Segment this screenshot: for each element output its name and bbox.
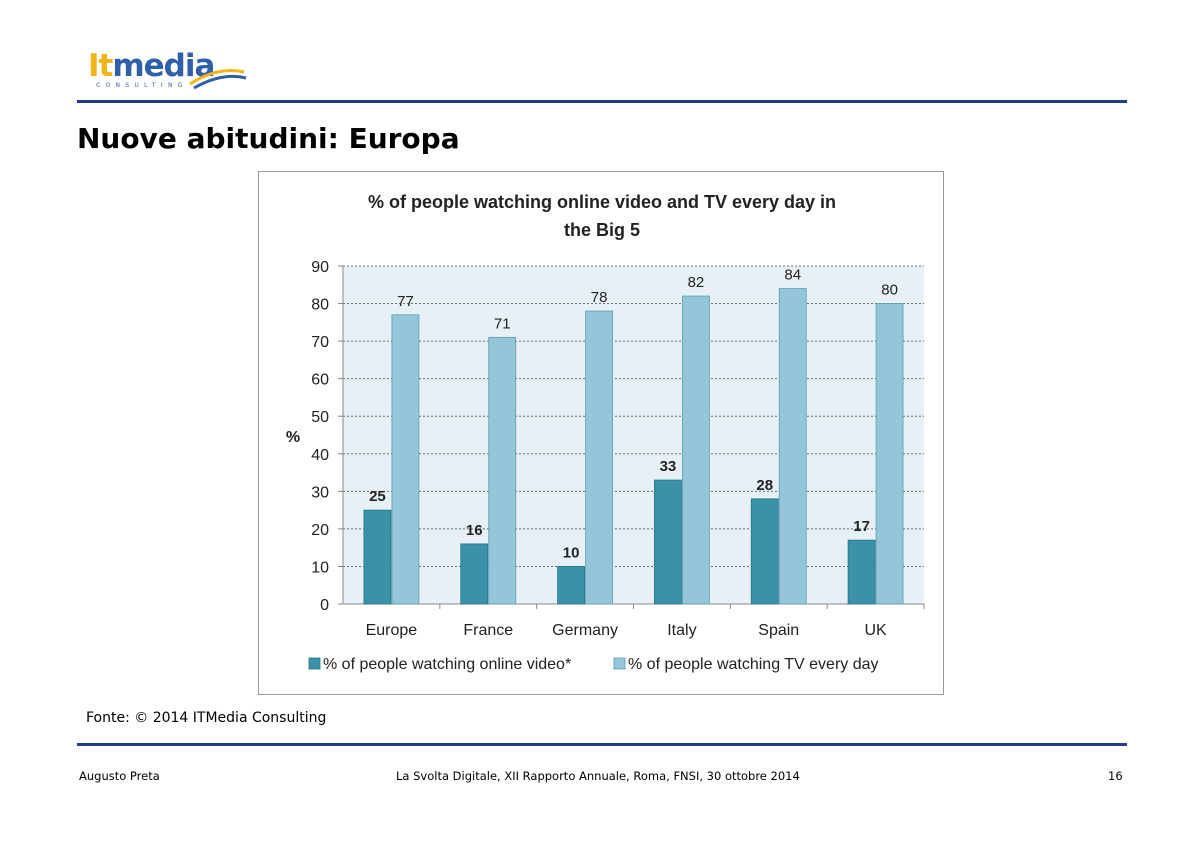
bar-tv-every-day: [585, 310, 613, 605]
bar-tv-every-day: [778, 288, 807, 605]
data-label-online-video: 33: [660, 458, 677, 475]
logo-it: It: [88, 48, 113, 84]
itmedia-logo: Itmedia CONSULTING: [88, 46, 258, 98]
bar-tv-every-day: [391, 314, 420, 605]
data-label-tv-every-day: 80: [881, 282, 898, 299]
data-label-tv-every-day: 77: [397, 293, 414, 310]
y-tick-label: 30: [311, 484, 329, 501]
source-note: Fonte: © 2014 ITMedia Consulting: [86, 710, 327, 726]
bar-tv-every-day: [682, 295, 710, 605]
logo-subtitle: CONSULTING: [96, 82, 188, 89]
page-title: Nuove abitudini: Europa: [77, 122, 460, 155]
data-label-online-video: 25: [369, 488, 386, 505]
y-tick-label: 90: [311, 259, 329, 276]
data-label-online-video: 10: [563, 544, 580, 561]
y-tick-label: 0: [320, 597, 329, 614]
footer-rule: [77, 743, 1127, 746]
category-label: Germany: [552, 622, 618, 639]
y-tick-label: 50: [311, 409, 329, 426]
footer-author: Augusto Preta: [79, 769, 160, 783]
data-label-tv-every-day: 71: [494, 315, 511, 332]
legend-label: % of people watching TV every day: [628, 656, 879, 673]
category-label: Spain: [758, 622, 799, 639]
category-label: France: [463, 622, 513, 639]
bar-online-video: [460, 543, 489, 605]
data-label-online-video: 28: [756, 477, 773, 494]
legend-swatch: [613, 657, 626, 670]
bar-online-video: [847, 539, 876, 605]
bar-online-video: [750, 498, 779, 605]
bar-tv-every-day: [488, 336, 517, 605]
bar-online-video: [363, 509, 392, 605]
bar-chart: % of people watching online video and TV…: [286, 192, 925, 673]
legend-label: % of people watching online video*: [323, 656, 571, 673]
data-label-online-video: 16: [466, 522, 483, 539]
header-rule: [77, 100, 1127, 103]
y-axis-label: %: [286, 429, 300, 446]
page-number: 16: [1108, 769, 1123, 783]
data-label-tv-every-day: 82: [688, 274, 705, 291]
y-tick-label: 70: [311, 334, 329, 351]
chart-title-line-2: the Big 5: [564, 220, 640, 240]
legend-swatch: [308, 657, 321, 670]
y-tick-label: 60: [311, 372, 329, 389]
y-tick-label: 10: [311, 559, 329, 576]
bar-tv-every-day: [875, 303, 904, 605]
bar-online-video: [654, 479, 682, 605]
footer-event: La Svolta Digitale, XII Rapporto Annuale…: [396, 769, 800, 783]
data-label-online-video: 17: [853, 518, 870, 535]
category-label: Europe: [366, 622, 418, 639]
chart-title-line-1: % of people watching online video and TV…: [368, 192, 836, 212]
bar-online-video: [557, 566, 585, 605]
y-tick-label: 20: [311, 522, 329, 539]
chart-frame: % of people watching online video and TV…: [258, 171, 944, 695]
category-label: Italy: [667, 622, 696, 639]
data-label-tv-every-day: 84: [784, 267, 801, 284]
y-tick-label: 80: [311, 297, 329, 314]
category-label: UK: [864, 622, 887, 639]
data-label-tv-every-day: 78: [591, 289, 608, 306]
plot-area: [343, 266, 924, 604]
logo-swoosh-icon: [189, 69, 247, 90]
y-tick-label: 40: [311, 447, 329, 464]
